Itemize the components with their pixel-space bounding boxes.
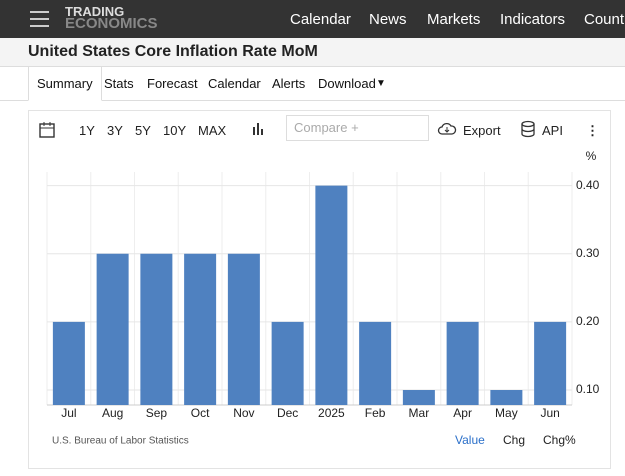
chart-panel: 1Y 3Y 5Y 10Y MAX Compare + Export API ⋮	[28, 110, 611, 469]
x-tick-label: Oct	[191, 406, 210, 420]
x-tick-label: Aug	[102, 406, 123, 420]
x-tick-label: Mar	[409, 406, 430, 420]
x-tick-label: Feb	[365, 406, 386, 420]
tab[interactable]: Download	[318, 76, 376, 91]
bar	[534, 321, 567, 405]
x-tick-label: Jun	[540, 406, 559, 420]
bar	[52, 321, 85, 405]
tab[interactable]: Summary	[28, 66, 102, 101]
footer-link[interactable]: Value	[455, 433, 485, 447]
y-tick-label: 0.30	[576, 246, 600, 260]
source: U.S. Bureau of Labor Statistics	[52, 436, 189, 447]
api-icon[interactable]	[520, 120, 536, 138]
menu-button[interactable]	[30, 11, 49, 13]
bar	[359, 321, 392, 405]
x-tick-label: May	[495, 406, 518, 420]
x-tick-label: Sep	[146, 406, 168, 420]
nav-link[interactable]: Countries	[584, 11, 625, 28]
logo-text: TRADING	[65, 4, 125, 19]
range-button[interactable]: 3Y	[107, 123, 123, 138]
bar	[402, 390, 435, 405]
range-button[interactable]: 10Y	[163, 123, 187, 138]
y-tick-label: 0.40	[576, 178, 600, 192]
y-tick-label: 0.10	[576, 382, 600, 396]
export-icon[interactable]	[437, 121, 457, 137]
footer-link[interactable]: Chg	[503, 433, 525, 447]
x-tick-label: Nov	[233, 406, 254, 420]
bar	[96, 253, 129, 405]
bar	[227, 253, 260, 405]
nav-link[interactable]: Markets	[427, 11, 481, 28]
y-tick-label: 0.20	[576, 314, 600, 328]
x-tick-label: Apr	[453, 406, 472, 420]
logo-text: ECONOMICS	[65, 15, 158, 32]
bar	[184, 253, 217, 405]
tab[interactable]: Calendar	[208, 76, 261, 91]
logo[interactable]: TRADING ECONOMICS	[65, 4, 158, 32]
bar	[271, 321, 304, 405]
tab[interactable]: Alerts	[272, 76, 306, 91]
nav-link[interactable]: Calendar	[290, 11, 351, 28]
nav-link[interactable]: News	[369, 11, 407, 28]
chart-type-icon[interactable]	[251, 121, 265, 137]
x-tick-label: Dec	[277, 406, 298, 420]
range-button[interactable]: 5Y	[135, 123, 151, 138]
page-title: United States Core Inflation Rate MoM	[28, 43, 318, 60]
dropdown-arrow[interactable]: ▼	[376, 78, 386, 89]
footer-link[interactable]: Chg%	[543, 433, 576, 447]
api-button[interactable]: API	[542, 123, 563, 138]
bar	[490, 390, 523, 405]
tab[interactable]: Stats	[104, 76, 134, 91]
compare-input[interactable]: Compare +	[286, 115, 429, 141]
range-button[interactable]: MAX	[198, 123, 227, 138]
bar	[446, 321, 479, 405]
unit-label: %	[586, 149, 597, 163]
more-menu[interactable]: ⋮	[586, 123, 599, 138]
nav-bar: TRADING ECONOMICS Calendar News Markets I…	[0, 0, 625, 38]
tabs: Summary Stats Forecast Calendar Alerts D…	[0, 66, 625, 101]
x-tick-label: Jul	[61, 406, 76, 420]
range-button[interactable]: 1Y	[79, 123, 95, 138]
calendar-icon[interactable]	[38, 121, 56, 139]
title-bar: United States Core Inflation Rate MoM	[0, 38, 625, 67]
bar	[315, 185, 348, 405]
x-tick-label: 2025	[318, 406, 345, 420]
export-button[interactable]: Export	[463, 123, 501, 138]
bar	[140, 253, 173, 405]
tab[interactable]: Forecast	[147, 76, 198, 91]
nav-link[interactable]: Indicators	[500, 11, 566, 28]
